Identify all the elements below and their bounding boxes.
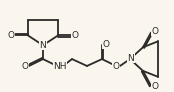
Text: O: O <box>152 27 159 36</box>
Text: O: O <box>102 40 109 49</box>
Text: O: O <box>152 82 159 91</box>
Text: NH: NH <box>53 62 67 71</box>
Text: O: O <box>7 31 14 40</box>
Text: N: N <box>40 41 46 50</box>
Text: O: O <box>22 62 29 71</box>
Text: O: O <box>113 62 120 71</box>
Text: N: N <box>128 54 134 63</box>
Text: O: O <box>72 31 78 40</box>
